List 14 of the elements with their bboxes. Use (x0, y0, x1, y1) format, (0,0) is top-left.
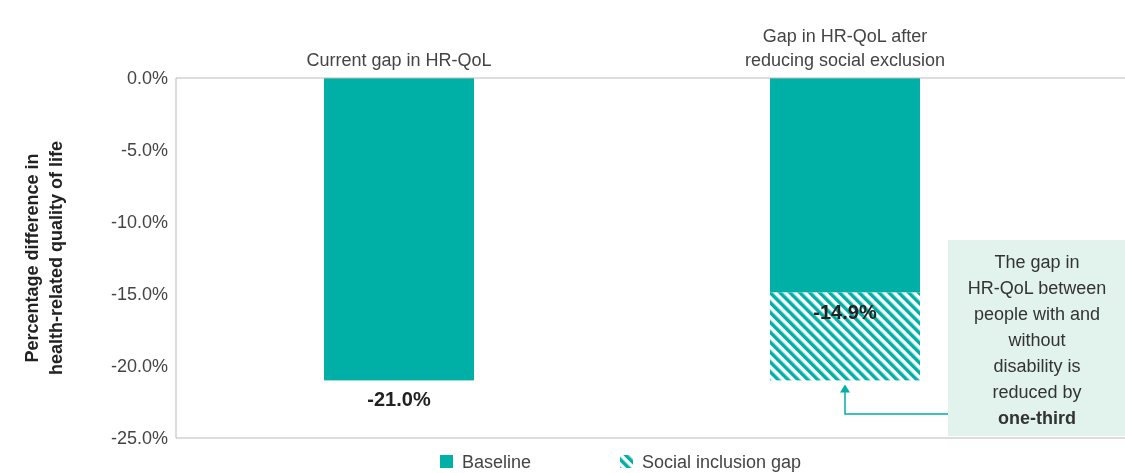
y-axis-title: Percentage difference in health-related quality of life (22, 140, 66, 376)
x-tick-label: Current gap in HR-QoL (306, 50, 492, 70)
y-tick-label: -5.0% (120, 140, 168, 161)
y-tick-label: -25.0% (110, 428, 168, 449)
legend-label: Baseline (462, 452, 532, 473)
y-tick-label: 0.0% (126, 68, 168, 89)
data-label: -14.9% (813, 300, 877, 323)
y-tick-label: -10.0% (110, 212, 168, 233)
annotation: The gap in HR-QoL between people with and without disability is reduced by one-third (967, 252, 1107, 428)
legend-label: Social inclusion gap (642, 452, 802, 473)
y-tick-label: -15.0% (110, 284, 168, 305)
data-label: -21.0% (367, 388, 431, 411)
x-tick-label: Gap in HR-QoL after reducing social exclusion (744, 26, 946, 70)
y-tick-label: -20.0% (110, 356, 168, 377)
